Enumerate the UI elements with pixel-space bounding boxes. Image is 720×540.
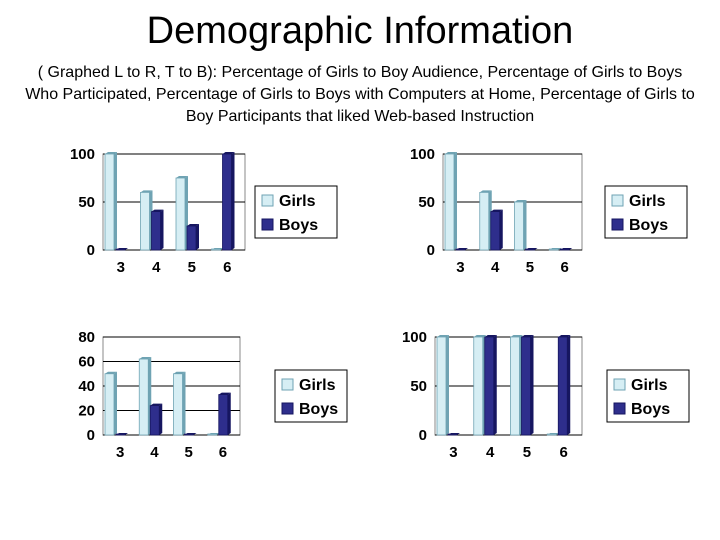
bar-boys-4 [149, 403, 163, 436]
bar-girls-5 [510, 335, 523, 436]
legend: Girls Boys [274, 369, 348, 423]
x-tick-label: 5 [526, 259, 534, 276]
y-tick-label: 100 [410, 146, 435, 163]
bar-boys-3 [447, 433, 460, 436]
legend: Girls Boys [606, 369, 690, 423]
page-subtitle: ( Graphed L to R, T to B): Percentage of… [25, 64, 695, 125]
x-tick-label: 5 [523, 444, 531, 461]
chart-girls-boys-liked-web-instruction: 0 50 100 3 4 5 6 Girls Boys [402, 329, 690, 461]
bar-girls-3 [436, 335, 449, 436]
bar-boys-3 [115, 248, 128, 251]
legend-swatch-girls [611, 194, 624, 207]
x-tick-label: 6 [223, 259, 231, 276]
bar-boys-5 [521, 335, 534, 436]
chart-girls-boys-participated: 0 50 100 3 4 5 6 Girls Boys [410, 146, 688, 276]
x-tick-label: 3 [456, 259, 464, 276]
y-tick-label: 0 [87, 242, 95, 259]
y-tick-label: 0 [427, 242, 435, 259]
x-tick-label: 4 [491, 259, 500, 276]
y-tick-label: 20 [78, 403, 95, 420]
legend-swatch-boys [281, 402, 294, 415]
legend-label-boys: Boys [279, 217, 318, 234]
legend: Girls Boys [604, 185, 688, 239]
y-tick-label: 50 [410, 378, 427, 395]
legend-swatch-girls [261, 194, 274, 207]
y-tick-label: 0 [419, 427, 427, 444]
x-tick-label: 3 [449, 444, 457, 461]
bar-boys-3 [455, 248, 468, 251]
bar-boys-4 [484, 335, 497, 436]
legend-label-girls: Girls [631, 377, 668, 394]
bar-boys-6 [557, 335, 571, 436]
bar-boys-6 [559, 248, 573, 251]
y-tick-label: 100 [70, 146, 95, 163]
y-tick-label: 50 [78, 194, 95, 211]
x-tick-label: 6 [560, 259, 568, 276]
legend-label-boys: Boys [299, 401, 338, 418]
x-tick-label: 5 [188, 259, 196, 276]
y-tick-label: 80 [78, 329, 95, 346]
legend: Girls Boys [254, 185, 338, 239]
bar-boys-5 [184, 433, 197, 436]
x-tick-label: 3 [116, 444, 124, 461]
bar-boys-6 [218, 392, 231, 436]
x-tick-label: 6 [559, 444, 567, 461]
legend-swatch-girls [613, 378, 626, 391]
bar-girls-4 [479, 190, 492, 251]
x-tick-label: 6 [219, 444, 227, 461]
bar-girls-5 [514, 200, 527, 251]
bar-girls-4 [140, 190, 153, 251]
bar-boys-4 [490, 209, 503, 251]
chart-girls-boys-audience: 0 50 100 3 4 5 6 Girls Boys [70, 146, 338, 276]
legend-label-girls: Girls [279, 193, 316, 210]
bar-girls-5 [175, 176, 188, 251]
bar-girls-4 [138, 357, 152, 436]
bar-girls-6 [207, 433, 220, 436]
legend-label-boys: Boys [631, 401, 670, 418]
legend-label-girls: Girls [299, 377, 336, 394]
bar-girls-5 [173, 371, 186, 436]
x-tick-label: 4 [486, 444, 495, 461]
bar-boys-3 [115, 433, 128, 436]
legend-swatch-boys [611, 218, 624, 231]
bar-girls-6 [548, 248, 562, 251]
bar-girls-3 [104, 152, 117, 251]
bar-girls-6 [546, 433, 560, 436]
y-tick-label: 60 [78, 354, 95, 371]
x-tick-label: 4 [152, 259, 161, 276]
legend-swatch-boys [613, 402, 626, 415]
y-tick-label: 0 [87, 427, 95, 444]
y-tick-label: 40 [78, 378, 95, 395]
y-tick-label: 100 [402, 329, 427, 346]
x-tick-label: 3 [117, 259, 125, 276]
x-tick-label: 4 [150, 444, 159, 461]
y-tick-label: 50 [418, 194, 435, 211]
legend-label-girls: Girls [629, 193, 666, 210]
x-tick-label: 5 [184, 444, 192, 461]
bar-boys-6 [222, 152, 235, 251]
bar-girls-3 [444, 152, 457, 251]
bar-girls-4 [473, 335, 486, 436]
chart-girls-boys-computers-home: 0 20 40 60 80 3 4 5 6 Girls Boys [78, 329, 348, 461]
legend-swatch-girls [281, 378, 294, 391]
page-title: Demographic Information [146, 10, 574, 52]
bar-boys-5 [525, 248, 538, 251]
bar-girls-6 [211, 248, 224, 251]
legend-label-boys: Boys [629, 217, 668, 234]
legend-swatch-boys [261, 218, 274, 231]
bar-boys-4 [151, 209, 164, 251]
bar-boys-5 [186, 224, 199, 251]
bar-girls-3 [104, 371, 117, 436]
